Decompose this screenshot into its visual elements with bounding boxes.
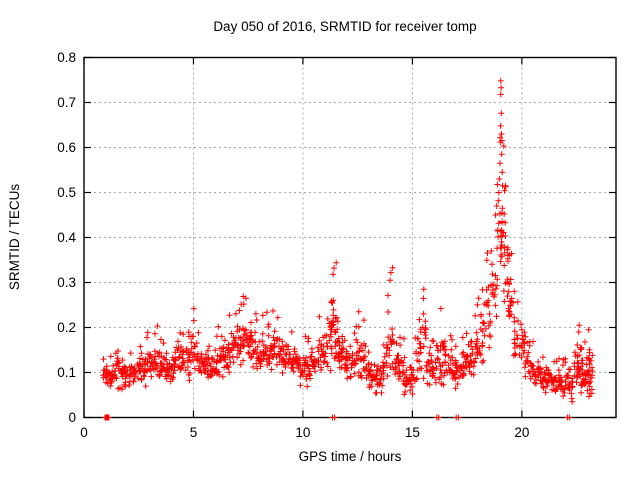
y-tick-label: 0 — [68, 410, 76, 425]
y-tick-label: 0.1 — [57, 365, 76, 380]
grid-lines — [84, 57, 616, 418]
y-tick-label: 0.2 — [57, 320, 76, 335]
scatter-series-srmtid — [100, 77, 596, 421]
y-tick-label: 0.8 — [57, 50, 76, 65]
scatter-points — [100, 77, 596, 421]
x-tick-label: 0 — [80, 425, 88, 440]
x-tick-label: 10 — [295, 425, 310, 440]
y-tick-label: 0.7 — [57, 95, 76, 110]
axis-tick-marks — [83, 56, 616, 419]
x-tick-label: 5 — [190, 425, 198, 440]
y-tick-label: 0.6 — [57, 140, 76, 155]
x-axis-label: GPS time / hours — [299, 449, 402, 464]
y-axis-label: SRMTID / TECUs — [7, 184, 22, 291]
y-tick-label: 0.5 — [57, 185, 76, 200]
x-axis-tick-labels: 0 5 10 15 20 — [80, 425, 529, 440]
x-tick-label: 20 — [514, 425, 529, 440]
chart-title: Day 050 of 2016, SRMTID for receiver tom… — [213, 19, 476, 34]
x-tick-label: 15 — [405, 425, 420, 440]
y-axis-tick-labels: 0 0.1 0.2 0.3 0.4 0.5 0.6 0.7 0.8 — [57, 50, 76, 425]
y-tick-label: 0.3 — [57, 275, 76, 290]
y-tick-label: 0.4 — [57, 230, 76, 245]
